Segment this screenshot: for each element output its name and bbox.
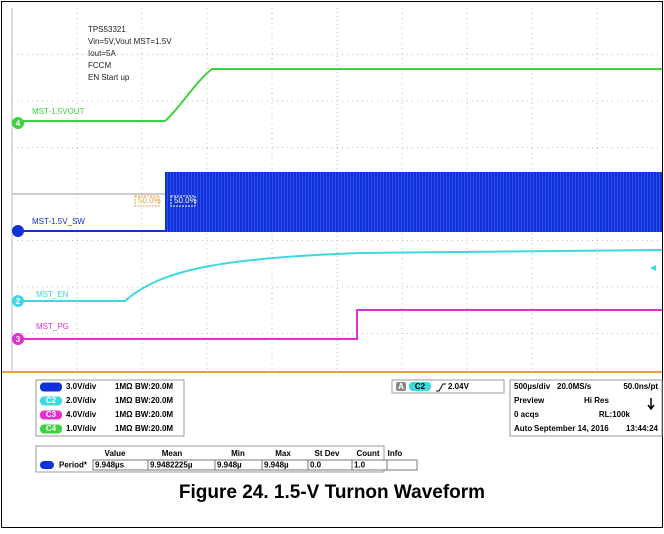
trigger-source-badge <box>409 382 431 391</box>
trace-label: MST-1.5V_SW <box>32 217 85 226</box>
trace-label: MST_PG <box>36 322 69 331</box>
measurement-table: Value Mean Min Max St Dev Count Info Period* 9.9… <box>35 445 418 473</box>
channel-scale: 2.0V/div <box>66 396 97 405</box>
table-header: Min <box>231 449 245 458</box>
timebase: Preview <box>514 396 545 405</box>
table-cell-text: 9.9482225µ <box>150 461 193 470</box>
table-cell-text: 1.0 <box>354 461 366 470</box>
marker <box>12 225 24 237</box>
channel-impedance: 1MΩ <box>115 410 133 419</box>
marker <box>12 117 24 129</box>
table-header: Max <box>275 449 291 458</box>
annotation: Vin=5V,Vout MST=1.5V <box>88 37 172 46</box>
annotation: FCCM <box>88 61 111 70</box>
timebase: 500µs/div <box>514 382 551 391</box>
annotation: TPS53321 <box>88 25 126 34</box>
channel-scale: 3.0V/div <box>66 382 97 391</box>
timebase-box <box>509 379 663 437</box>
timebase: 50.0ns/pt <box>623 382 658 391</box>
annotation: EN Start up <box>88 73 130 82</box>
timebase: 20.0MS/s <box>557 382 592 391</box>
timebase: RL:100k <box>599 410 631 419</box>
table-cell-text: 9.948µ <box>217 461 242 470</box>
marker <box>12 333 24 345</box>
table-header: Info <box>388 449 403 458</box>
timebase: Hi Res <box>584 396 609 405</box>
marker-label: 4 <box>16 119 21 128</box>
arrow-icon <box>647 398 655 411</box>
channel-scale: 1.0V/div <box>66 424 97 433</box>
channel-badge-label: C3 <box>46 410 57 419</box>
channel-scale: 4.0V/div <box>66 410 97 419</box>
channel-impedance: 1MΩ <box>115 424 133 433</box>
row-badge <box>40 461 54 469</box>
trigger-source: C2 <box>415 382 426 391</box>
annotation: Iout=5A <box>88 49 116 58</box>
trace-c3 <box>12 309 662 340</box>
channel-bandwidth: BW:20.0M <box>135 410 173 419</box>
trace-label: MST-1.5VOUT <box>32 107 85 116</box>
channel-impedance: 1MΩ <box>115 382 133 391</box>
table-header: St Dev <box>315 449 340 458</box>
channel-badge <box>40 382 62 392</box>
trace-label: MST_EN <box>36 290 69 299</box>
channel-impedance: 1MΩ <box>115 396 133 405</box>
table-header: Mean <box>162 449 183 458</box>
table-cell-text: 9.948µ <box>264 461 289 470</box>
trace-c2 <box>12 249 663 302</box>
cursor-box <box>170 195 196 207</box>
timebase: September 14, 2016 <box>534 424 609 433</box>
table-cell-text: 0.0 <box>310 461 322 470</box>
cursor-box <box>134 195 160 207</box>
marker <box>12 295 24 307</box>
edge-icon <box>436 383 446 392</box>
cursor-label: 50.0% <box>174 196 197 205</box>
timebase: Auto <box>514 424 532 433</box>
channel-badge <box>40 410 62 420</box>
channel-bandwidth: BW:20.0M <box>135 396 173 405</box>
trace-c1-switching <box>165 172 662 232</box>
trigger-arrow <box>650 265 656 271</box>
channel-bandwidth: BW:20.0M <box>135 382 173 391</box>
table-cell-text: 9.948µs <box>95 461 125 470</box>
caption: Figure 24. 1.5-V Turnon Waveform <box>179 482 485 503</box>
trigger-level: 2.04V <box>448 382 470 391</box>
marker-label: 2 <box>16 297 21 306</box>
channel-badge <box>40 396 62 406</box>
table-header: Count <box>356 449 379 458</box>
table-cell-text: Period* <box>59 461 88 470</box>
cursor-label: 50.0% <box>138 196 161 205</box>
marker-label: 3 <box>16 335 21 344</box>
channel-badge-label: C4 <box>46 424 57 433</box>
channel-badge-label: C2 <box>46 396 57 405</box>
trace-c4 <box>12 68 662 122</box>
channel-badge <box>40 424 62 434</box>
timebase: 0 acqs <box>514 410 539 419</box>
channel-bandwidth: BW:20.0M <box>135 424 173 433</box>
trigger-mode: A <box>398 382 404 391</box>
trigger-badge <box>396 382 406 391</box>
table-header: Value <box>105 449 126 458</box>
table-cell <box>386 459 418 471</box>
timebase: 13:44:24 <box>626 424 659 433</box>
